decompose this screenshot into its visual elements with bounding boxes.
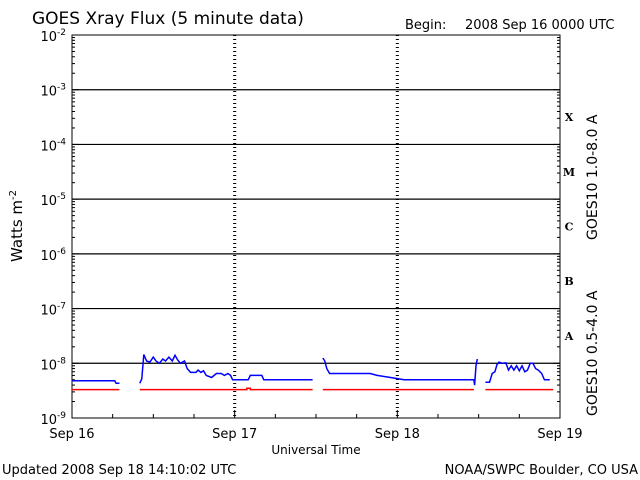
day-separators <box>233 35 399 418</box>
series-line <box>485 361 550 384</box>
y-tick-base: 10 <box>40 249 57 264</box>
flare-class-label: C <box>565 221 574 234</box>
source-credit: NOAA/SWPC Boulder, CO USA <box>445 463 638 478</box>
y-tick-base: 10 <box>40 139 57 154</box>
y-tick-exponent: -9 <box>57 411 66 421</box>
x-tick-label: Sep 18 <box>375 427 420 442</box>
y-tick-labels: 10-910-810-710-610-510-410-310-2 <box>40 28 66 428</box>
y-tick-base: 10 <box>40 30 57 45</box>
legend-short-channel: GOES10 0.5-4.0 A <box>585 290 601 416</box>
horizontal-gridlines <box>72 89 560 364</box>
y-tick-label: 10-7 <box>40 302 66 319</box>
y-tick-exponent: -6 <box>57 247 66 257</box>
y-tick-base: 10 <box>40 194 57 209</box>
series-lines <box>72 353 554 391</box>
begin-label: Begin: <box>405 18 446 33</box>
y-tick-exponent: -5 <box>57 192 66 202</box>
y-tick-base: 10 <box>40 304 57 319</box>
y-tick-exponent: -4 <box>57 137 66 147</box>
series-line <box>139 353 313 384</box>
updated-timestamp: Updated 2008 Sep 18 14:10:02 UTC <box>2 463 236 478</box>
y-axis-label-text: Watts m <box>8 200 26 262</box>
y-tick-marks <box>72 34 560 419</box>
y-tick-exponent: -8 <box>57 356 66 366</box>
y-tick-label: 10-9 <box>40 411 66 428</box>
x-tick-label: Sep 19 <box>537 427 582 442</box>
x-tick-label: Sep 17 <box>212 427 257 442</box>
y-tick-label: 10-6 <box>40 247 66 264</box>
x-tick-labels: Sep 16 Sep 17 Sep 18 Sep 19 <box>49 427 582 442</box>
y-tick-label: 10-2 <box>40 28 66 45</box>
y-axis-label-exponent: -2 <box>8 190 19 200</box>
y-tick-label: 10-4 <box>40 137 66 154</box>
chart-title: GOES Xray Flux (5 minute data) <box>32 9 304 29</box>
y-tick-base: 10 <box>40 358 57 373</box>
flare-class-label: A <box>564 330 574 343</box>
y-tick-exponent: -3 <box>57 83 66 93</box>
y-tick-base: 10 <box>40 413 57 428</box>
y-tick-base: 10 <box>40 85 57 100</box>
x-tick-marks <box>71 410 561 418</box>
plot-frame <box>71 34 561 419</box>
y-tick-label: 10-8 <box>40 356 66 373</box>
y-tick-label: 10-3 <box>40 83 66 100</box>
series-line <box>72 379 120 385</box>
begin-value: 2008 Sep 16 0000 UTC <box>465 18 615 33</box>
flare-class-label: X <box>565 111 574 124</box>
flare-class-label: B <box>564 275 573 288</box>
y-tick-label: 10-5 <box>40 192 66 209</box>
series-line <box>322 357 479 386</box>
legend-long-channel: GOES10 1.0-8.0 A <box>585 114 601 240</box>
x-axis-label: Universal Time <box>271 443 360 457</box>
x-tick-label: Sep 16 <box>49 427 94 442</box>
flare-class-labels: A B C M X <box>563 111 575 343</box>
y-tick-exponent: -2 <box>57 28 66 38</box>
series-line <box>139 387 313 391</box>
y-axis-label: Watts m-2 <box>8 190 26 262</box>
flare-class-label: M <box>563 166 575 179</box>
y-tick-exponent: -7 <box>57 302 66 312</box>
